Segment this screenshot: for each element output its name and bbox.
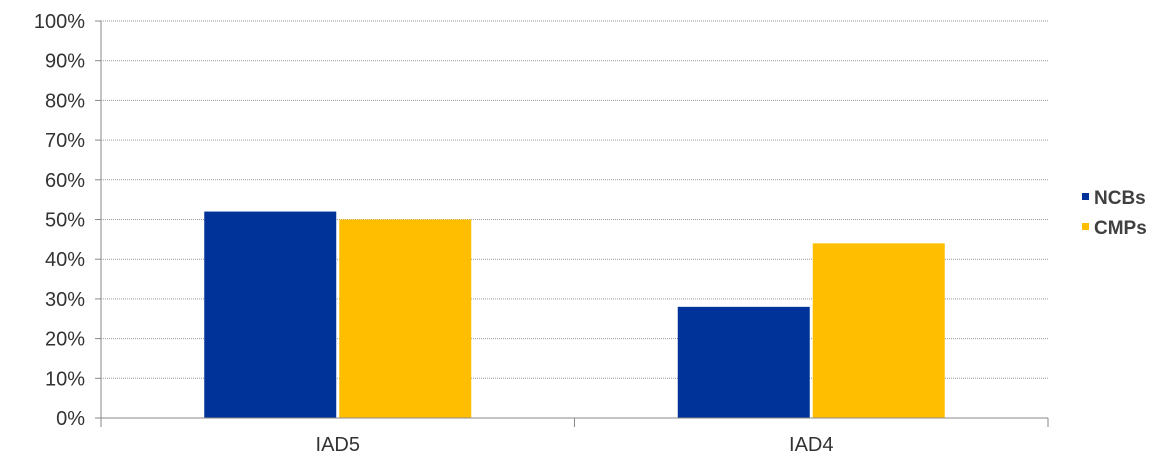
y-tick-label: 30% [45, 289, 85, 311]
y-tick-label: 90% [45, 51, 85, 73]
legend-label-ncbs: NCBs [1094, 188, 1146, 209]
y-tick-label: 10% [45, 368, 85, 390]
x-category-label: IAD5 [316, 434, 360, 456]
bars [204, 211, 945, 418]
y-tick-label: 40% [45, 249, 85, 271]
legend-swatch-ncbs [1082, 193, 1089, 200]
bar-cmps-iad4 [812, 243, 945, 418]
y-tick-label: 60% [45, 170, 85, 192]
y-tick-label: 100% [34, 11, 85, 33]
y-tick-label: 50% [45, 210, 85, 232]
y-tick-label: 0% [56, 408, 85, 430]
y-tick-label: 80% [45, 90, 85, 112]
legend-label-cmps: CMPs [1094, 218, 1147, 239]
x-axis-category-labels: IAD5 IAD4 [316, 434, 834, 456]
legend: NCBs CMPs [1082, 188, 1147, 239]
legend-swatch-cmps [1082, 223, 1089, 230]
bar-cmps-iad5 [339, 219, 472, 418]
y-tick-label: 70% [45, 130, 85, 152]
y-tick-label: 20% [45, 329, 85, 351]
x-axis [95, 20, 1049, 427]
y-axis-tick-labels: 0% 10% 20% 30% 40% 50% 60% 70% 80% 90% 100% [34, 11, 85, 430]
x-category-label: IAD4 [789, 434, 833, 456]
bar-ncbs-iad4 [677, 306, 810, 418]
bar-ncbs-iad5 [204, 211, 337, 418]
